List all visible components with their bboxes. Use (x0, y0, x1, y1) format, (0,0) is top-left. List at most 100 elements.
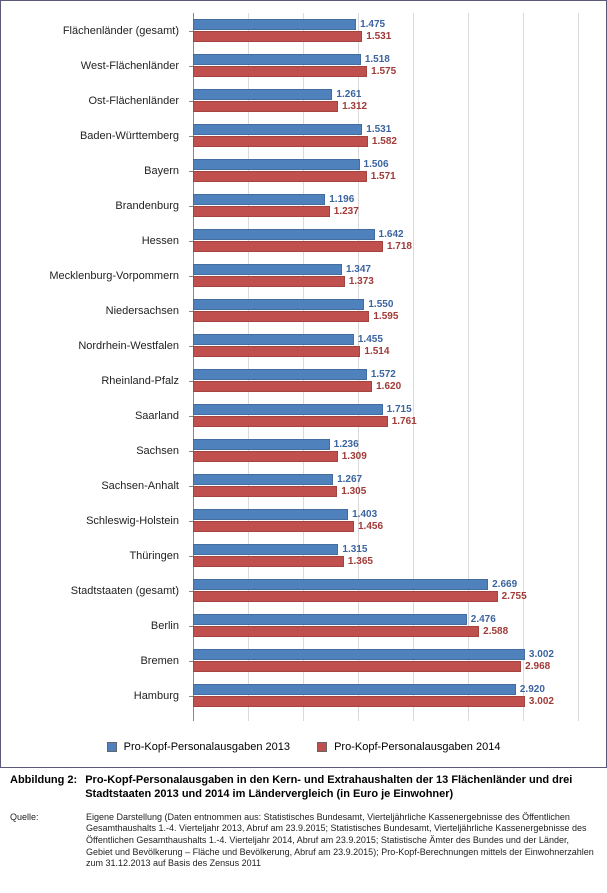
bar-series-0 (193, 124, 362, 135)
bar-series-0 (193, 89, 332, 100)
chart-row: Ost-Flächenländer 1.2611.312 (13, 89, 578, 112)
bar-series-0 (193, 509, 348, 520)
value-label: 1.531 (366, 124, 391, 135)
bar-series-0 (193, 54, 361, 65)
bar-series-0 (193, 579, 488, 590)
value-label: 1.506 (364, 159, 389, 170)
bar-series-0 (193, 369, 367, 380)
category-label: Berlin (13, 619, 185, 631)
value-label: 1.347 (346, 264, 371, 275)
value-label: 1.309 (342, 451, 367, 462)
value-label: 1.620 (376, 381, 401, 392)
category-label: Brandenburg (13, 199, 185, 211)
category-label: Stadtstaaten (gesamt) (13, 584, 185, 596)
bar-series-1 (193, 136, 368, 147)
bar-series-1 (193, 346, 360, 357)
value-label: 1.455 (358, 334, 383, 345)
figure-caption: Abbildung 2: Pro-Kopf-Personalausgaben i… (0, 768, 607, 812)
value-label: 1.475 (360, 19, 385, 30)
category-label: Thüringen (13, 549, 185, 561)
value-label: 1.550 (368, 299, 393, 310)
gridline (578, 13, 579, 721)
value-label: 1.365 (348, 556, 373, 567)
chart-container: Flächenländer (gesamt)1.4751.531West-Flä… (0, 0, 607, 768)
bar-series-0 (193, 474, 333, 485)
value-label: 1.514 (364, 346, 389, 357)
chart-legend: Pro-Kopf-Personalausgaben 2013 Pro-Kopf-… (13, 737, 594, 761)
figure-source-text: Eigene Darstellung (Daten entnommen aus:… (86, 812, 597, 870)
bar-series-0 (193, 194, 325, 205)
bar-series-1 (193, 381, 372, 392)
category-label: West-Flächenländer (13, 59, 185, 71)
value-label: 1.572 (371, 369, 396, 380)
value-label: 1.196 (329, 194, 354, 205)
value-label: 1.261 (336, 89, 361, 100)
legend-item-2013: Pro-Kopf-Personalausgaben 2013 (107, 741, 290, 753)
category-label: Sachsen (13, 444, 185, 456)
value-label: 1.718 (387, 241, 412, 252)
value-label: 1.582 (372, 136, 397, 147)
bar-series-0 (193, 159, 360, 170)
value-label: 1.761 (392, 416, 417, 427)
value-label: 1.595 (373, 311, 398, 322)
chart-row: Saarland1.7151.761 (13, 404, 578, 427)
legend-swatch-2014 (317, 742, 327, 752)
chart-row: Thüringen 1.3151.365 (13, 544, 578, 567)
bar-series-1 (193, 696, 525, 707)
bar-series-1 (193, 521, 354, 532)
value-label: 1.373 (349, 276, 374, 287)
chart-row: Rheinland-Pfalz 1.5721.620 (13, 369, 578, 392)
category-label: Ost-Flächenländer (13, 94, 185, 106)
bar-series-1 (193, 661, 521, 672)
value-label: 1.237 (334, 206, 359, 217)
category-label: Bayern (13, 164, 185, 176)
category-label: Rheinland-Pfalz (13, 374, 185, 386)
chart-row: Berlin2.4762.588 (13, 614, 578, 637)
figure-caption-label: Abbildung 2: (10, 774, 77, 802)
value-label: 1.715 (387, 404, 412, 415)
chart-plot: Flächenländer (gesamt)1.4751.531West-Flä… (13, 13, 594, 737)
bar-series-0 (193, 614, 467, 625)
bar-series-1 (193, 626, 479, 637)
bar-series-0 (193, 299, 364, 310)
chart-row: Nordrhein-Westfalen1.4551.514 (13, 334, 578, 357)
category-label: Hamburg (13, 689, 185, 701)
value-label: 3.002 (529, 649, 554, 660)
category-label: Niedersachsen (13, 304, 185, 316)
bar-series-0 (193, 404, 383, 415)
bar-series-0 (193, 544, 338, 555)
value-label: 1.575 (371, 66, 396, 77)
chart-row: Flächenländer (gesamt) 1.4751.531 (13, 19, 578, 42)
value-label: 1.531 (366, 31, 391, 42)
bar-series-0 (193, 334, 354, 345)
value-label: 1.456 (358, 521, 383, 532)
value-label: 1.315 (342, 544, 367, 555)
category-label: Baden-Württemberg (13, 129, 185, 141)
chart-row: Mecklenburg-Vorpommern1.3471.373 (13, 264, 578, 287)
value-label: 1.312 (342, 101, 367, 112)
bar-series-1 (193, 556, 344, 567)
bar-series-1 (193, 241, 383, 252)
bar-series-1 (193, 31, 362, 42)
category-label: Flächenländer (gesamt) (13, 24, 185, 36)
chart-row: Sachsen1.2361.309 (13, 439, 578, 462)
value-label: 1.518 (365, 54, 390, 65)
legend-swatch-2013 (107, 742, 117, 752)
value-label: 3.002 (529, 696, 554, 707)
legend-item-2014: Pro-Kopf-Personalausgaben 2014 (317, 741, 500, 753)
bar-series-1 (193, 591, 498, 602)
value-label: 1.642 (379, 229, 404, 240)
value-label: 1.305 (341, 486, 366, 497)
chart-row: Baden-Württemberg 1.5311.582 (13, 124, 578, 147)
value-label: 1.571 (371, 171, 396, 182)
bar-series-1 (193, 206, 330, 217)
chart-row: West-Flächenländer 1.5181.575 (13, 54, 578, 77)
value-label: 1.267 (337, 474, 362, 485)
bar-series-1 (193, 101, 338, 112)
figure-source-label: Quelle: (10, 812, 78, 870)
category-label: Bremen (13, 654, 185, 666)
chart-row: Schleswig-Holstein1.4031.456 (13, 509, 578, 532)
chart-row: Niedersachsen 1.5501.595 (13, 299, 578, 322)
bar-series-1 (193, 66, 367, 77)
bar-series-1 (193, 486, 337, 497)
